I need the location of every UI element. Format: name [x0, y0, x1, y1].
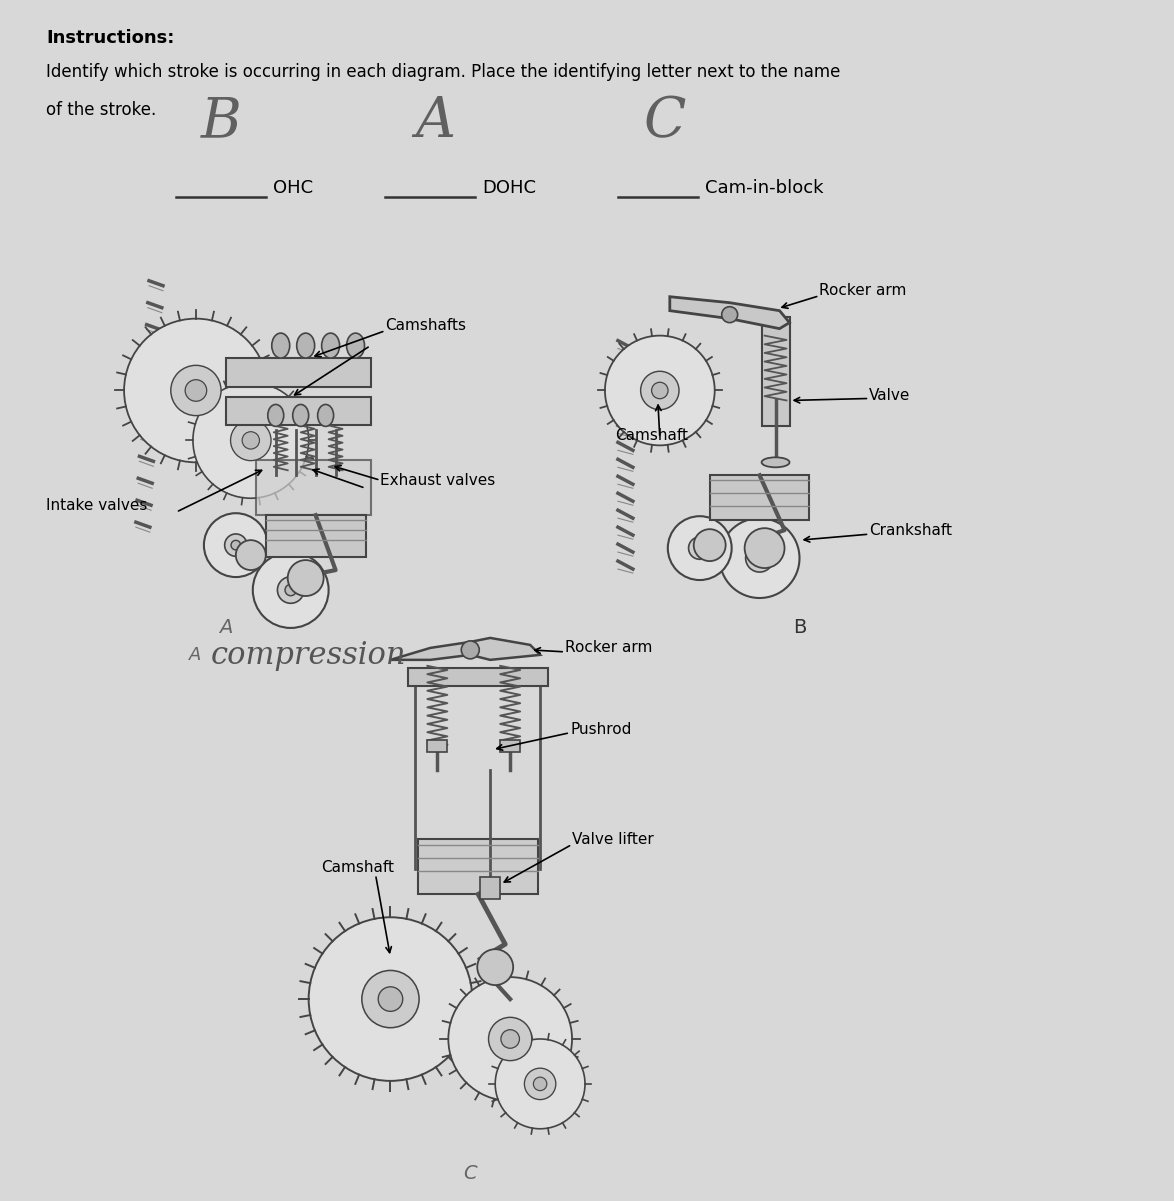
Circle shape — [309, 918, 472, 1081]
Circle shape — [277, 576, 304, 603]
Bar — [225, 398, 371, 425]
Circle shape — [533, 1077, 547, 1091]
Text: of the stroke.: of the stroke. — [46, 101, 156, 119]
Text: Valve: Valve — [869, 388, 911, 404]
Ellipse shape — [762, 458, 790, 467]
Text: Identify which stroke is occurring in each diagram. Place the identifying letter: Identify which stroke is occurring in ea… — [46, 64, 841, 82]
Text: Camshafts: Camshafts — [385, 318, 466, 333]
Text: Rocker arm: Rocker arm — [819, 283, 906, 298]
Bar — [500, 740, 520, 752]
Ellipse shape — [292, 405, 309, 426]
Circle shape — [236, 540, 265, 570]
Circle shape — [722, 306, 737, 323]
Circle shape — [170, 365, 221, 416]
Circle shape — [668, 516, 731, 580]
Circle shape — [694, 530, 726, 561]
Circle shape — [124, 318, 268, 462]
Text: Camshaft: Camshaft — [615, 428, 688, 443]
Circle shape — [488, 1017, 532, 1060]
Circle shape — [754, 552, 765, 564]
Circle shape — [252, 552, 329, 628]
Text: compression: compression — [211, 640, 406, 671]
Bar — [409, 668, 548, 686]
Bar — [418, 839, 538, 895]
Bar — [265, 515, 365, 557]
Circle shape — [378, 987, 403, 1011]
Circle shape — [745, 544, 774, 572]
Circle shape — [224, 534, 247, 556]
Text: Rocker arm: Rocker arm — [565, 640, 653, 656]
Bar — [710, 476, 809, 520]
Ellipse shape — [268, 405, 284, 426]
Circle shape — [185, 380, 207, 401]
Ellipse shape — [322, 333, 339, 358]
Bar — [225, 358, 371, 388]
Ellipse shape — [271, 333, 290, 358]
Text: DOHC: DOHC — [483, 179, 537, 197]
Bar — [762, 317, 790, 426]
Text: B: B — [201, 95, 241, 149]
Text: Valve lifter: Valve lifter — [572, 832, 654, 847]
Polygon shape — [670, 297, 790, 329]
Circle shape — [525, 1068, 555, 1100]
Text: Instructions:: Instructions: — [46, 29, 175, 47]
Text: Intake valves: Intake valves — [46, 497, 148, 513]
Circle shape — [689, 537, 711, 560]
Circle shape — [605, 335, 715, 446]
Ellipse shape — [346, 333, 365, 358]
Circle shape — [501, 1029, 519, 1048]
Circle shape — [744, 528, 784, 568]
Circle shape — [495, 1039, 585, 1129]
Circle shape — [448, 978, 572, 1101]
Text: A: A — [220, 619, 232, 637]
Bar — [427, 740, 447, 752]
Bar — [480, 878, 500, 900]
Text: Exhaust valves: Exhaust valves — [380, 473, 495, 488]
Ellipse shape — [297, 333, 315, 358]
Text: B: B — [792, 619, 807, 637]
Circle shape — [461, 641, 479, 659]
Text: Cam-in-block: Cam-in-block — [704, 179, 823, 197]
Text: Camshaft: Camshaft — [321, 860, 393, 874]
Circle shape — [720, 518, 799, 598]
Circle shape — [641, 371, 679, 410]
Text: C: C — [643, 95, 686, 149]
Circle shape — [362, 970, 419, 1028]
Circle shape — [652, 382, 668, 399]
Text: A: A — [189, 646, 201, 664]
Polygon shape — [391, 638, 540, 659]
Text: OHC: OHC — [272, 179, 312, 197]
Circle shape — [242, 431, 259, 449]
Bar — [256, 460, 371, 515]
Circle shape — [288, 560, 324, 596]
Text: A: A — [416, 95, 456, 149]
Text: Pushrod: Pushrod — [571, 722, 632, 737]
Circle shape — [285, 585, 296, 596]
Circle shape — [204, 513, 268, 576]
Circle shape — [193, 382, 309, 498]
Ellipse shape — [318, 405, 333, 426]
Text: Crankshaft: Crankshaft — [869, 522, 952, 538]
Circle shape — [478, 949, 513, 985]
Circle shape — [230, 420, 271, 461]
Circle shape — [695, 543, 704, 552]
Circle shape — [231, 540, 241, 550]
Text: C: C — [464, 1164, 477, 1183]
